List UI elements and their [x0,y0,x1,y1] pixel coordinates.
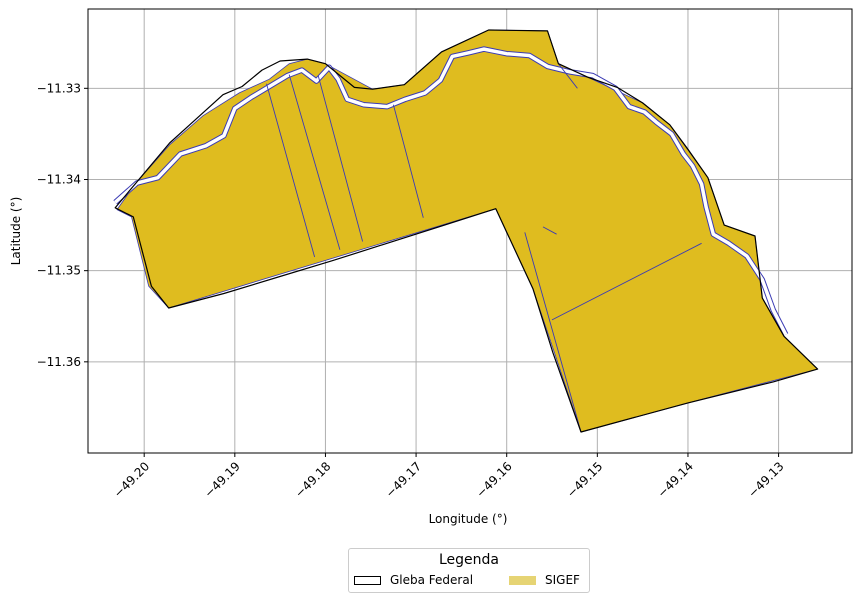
y-axis-label: Latitude (°) [9,197,23,266]
sigef-swatch [509,575,536,585]
legend-label-sigef: SIGEF [545,573,580,587]
y-tick-label: −11.33 [37,81,81,95]
y-tick-label: −11.36 [37,355,81,369]
legend-title: Legenda [438,552,499,568]
y-tick-label: −11.34 [37,172,81,186]
x-tick-label: −49.14 [655,459,696,500]
x-axis-label: Longitude (°) [429,512,508,526]
parcel-boundary-line [542,226,557,235]
x-axis-ticks: −49.20 −49.19 −49.18 −49.17 −49.16 −49.15 −49.… [111,453,787,501]
parcel-boundary-line [288,74,341,250]
x-tick-label: −49.18 [292,459,333,500]
x-tick-label: −49.16 [474,459,515,500]
plot-frame [87,8,853,454]
x-tick-label: −49.15 [564,459,605,500]
legend-item-sigef: SIGEF [509,573,580,587]
x-tick-label: −49.20 [111,459,152,500]
legend-label-gleba-federal: Gleba Federal [390,573,474,587]
y-tick-label: −11.35 [37,264,81,278]
river-channel [114,47,788,336]
parcel-boundary-line [551,242,702,321]
gleba-federal-swatch [354,575,381,585]
y-axis-ticks: −11.33 −11.34 −11.35 −11.36 [37,81,88,369]
x-tick-label: −49.13 [745,459,786,500]
parcel-boundary-line [524,232,582,433]
x-tick-label: −49.17 [383,459,424,500]
gleba-federal-outline [114,29,819,433]
parcel-boundary-line [317,75,364,242]
parcel-boundary-line [266,83,316,258]
parcel-boundary-line [558,63,578,89]
sigef-parcel-boundaries [266,63,702,433]
parcel-boundary-line [392,104,424,218]
x-tick-label: −49.19 [202,459,243,500]
legend-item-gleba-federal: Gleba Federal [354,573,473,587]
legend: Legenda Gleba Federal SIGEF [348,548,590,593]
